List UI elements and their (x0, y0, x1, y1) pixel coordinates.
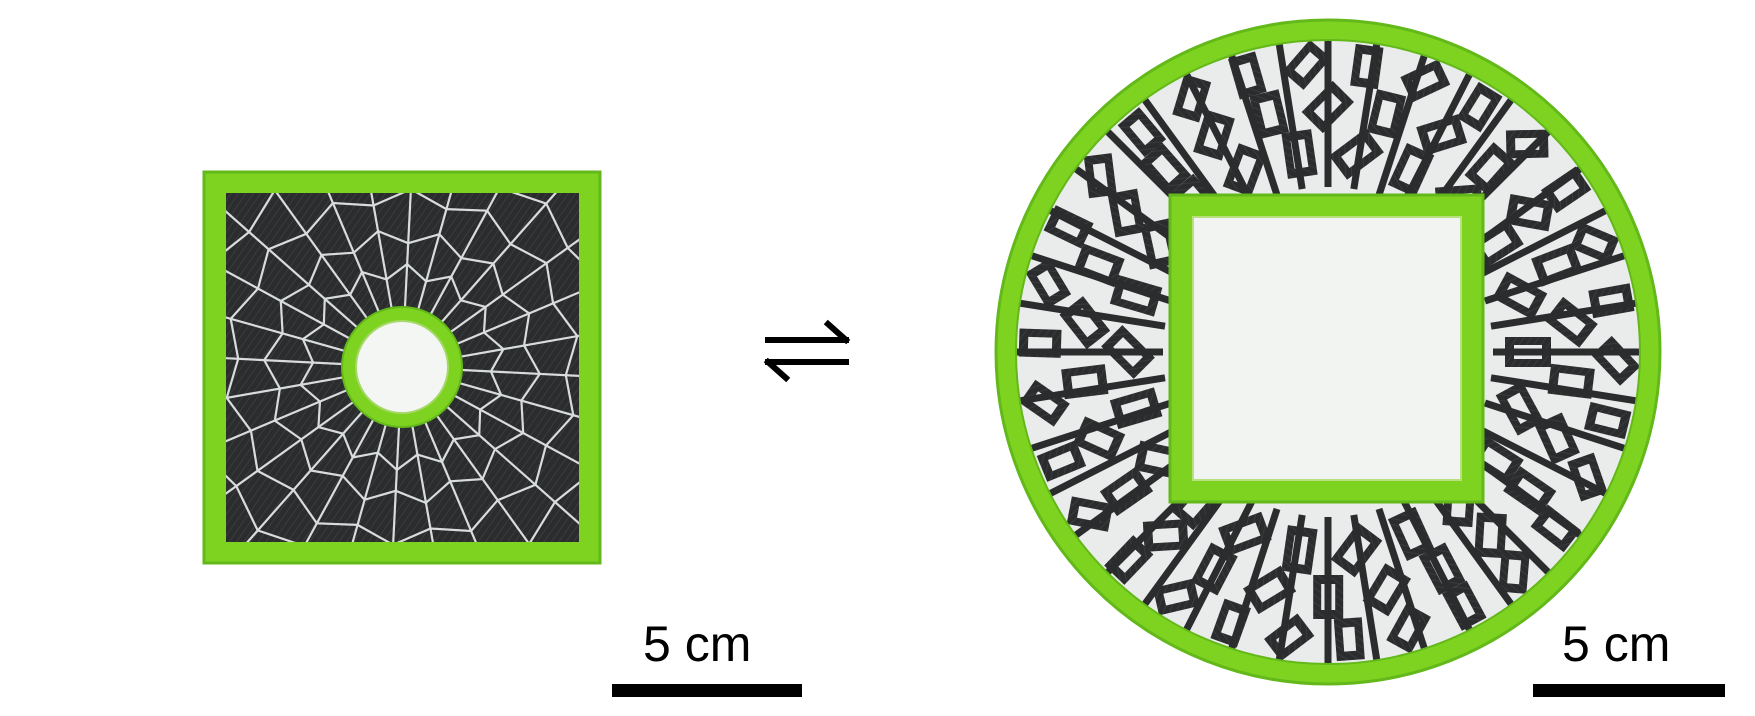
left-specimen (202, 170, 602, 565)
left-specimen-tile-seams (226, 193, 579, 542)
right-specimen-lattice (1016, 40, 1640, 664)
left-specimen-opening (355, 320, 449, 414)
right-specimen-rim (1015, 39, 1641, 665)
right-specimen-square-opening (1192, 216, 1462, 481)
scale-bar-label-right: 5 cm (1562, 616, 1671, 672)
right-specimen (994, 18, 1662, 686)
scale-bar-label-left: 5 cm (643, 616, 752, 672)
scale-bar-left (612, 684, 802, 697)
reversible-arrow-icon (763, 319, 851, 383)
scale-bar-right (1533, 684, 1725, 697)
